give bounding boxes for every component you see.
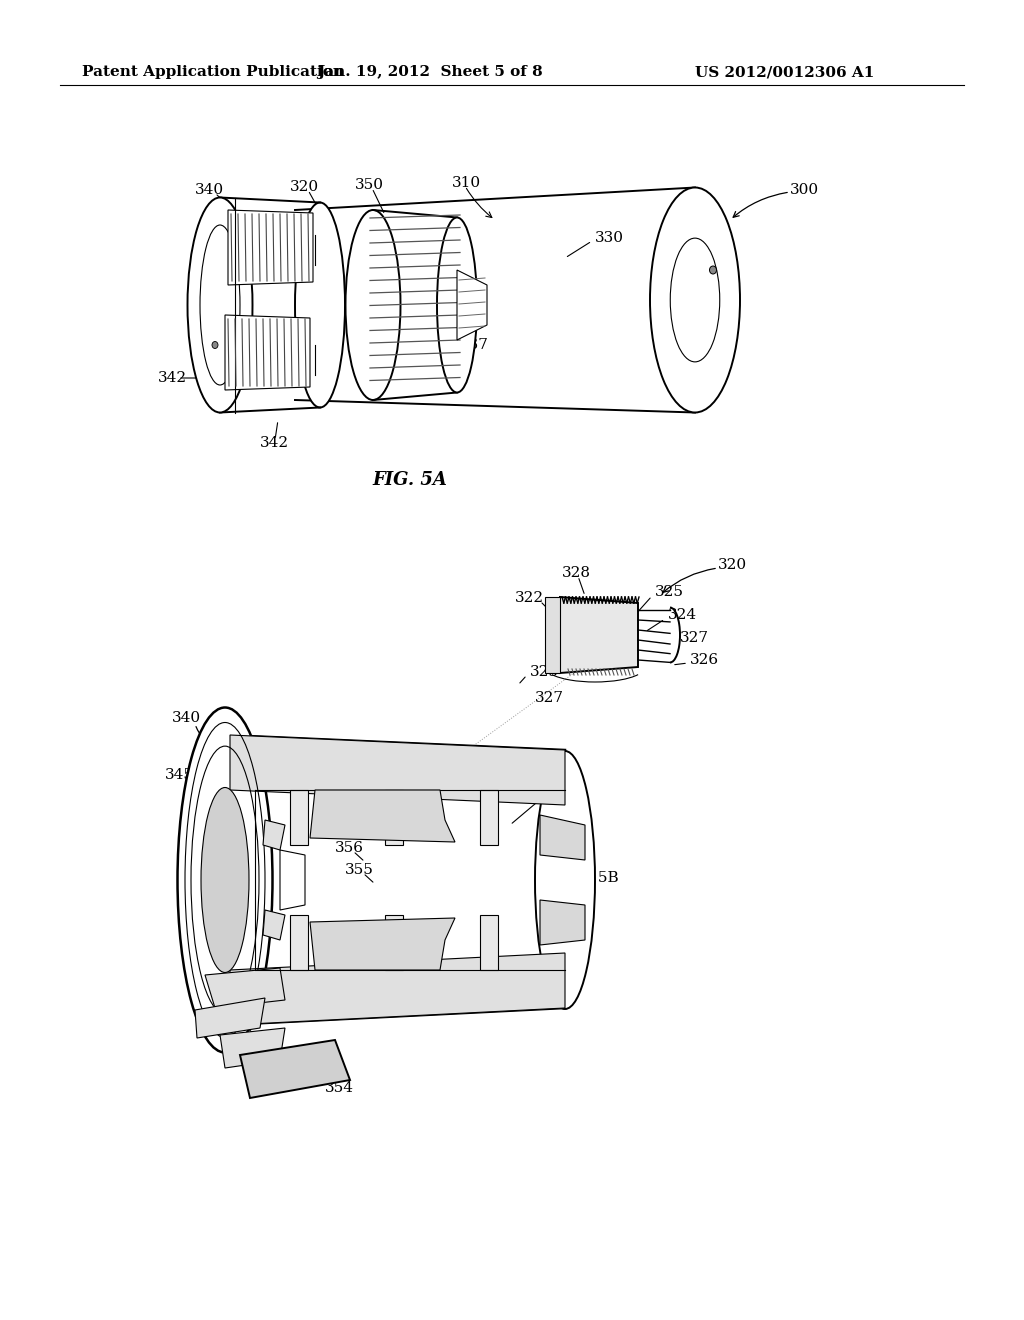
Polygon shape: [280, 850, 305, 909]
Ellipse shape: [295, 202, 345, 408]
Text: 342: 342: [260, 436, 289, 450]
Ellipse shape: [200, 224, 240, 385]
Text: 326: 326: [690, 653, 719, 667]
Polygon shape: [540, 814, 585, 861]
Polygon shape: [225, 735, 565, 1026]
Text: 342: 342: [225, 1012, 254, 1027]
Text: 350: 350: [198, 972, 227, 985]
Polygon shape: [545, 597, 560, 673]
Ellipse shape: [345, 210, 400, 400]
Text: 324: 324: [668, 609, 697, 622]
Polygon shape: [263, 820, 285, 850]
Ellipse shape: [187, 198, 253, 412]
Polygon shape: [295, 187, 695, 412]
Text: 320: 320: [718, 558, 748, 572]
Polygon shape: [228, 210, 313, 285]
Text: 355: 355: [240, 1035, 269, 1049]
Text: FIG. 5A: FIG. 5A: [373, 471, 447, 488]
Polygon shape: [230, 735, 565, 805]
Polygon shape: [310, 917, 455, 970]
Polygon shape: [290, 789, 308, 845]
Polygon shape: [560, 597, 638, 673]
Polygon shape: [310, 789, 455, 842]
Text: 310: 310: [452, 176, 481, 190]
Text: 327: 327: [535, 690, 564, 705]
Text: 340: 340: [172, 711, 201, 725]
Polygon shape: [230, 953, 565, 1026]
Text: FIG. 5B: FIG. 5B: [560, 871, 618, 884]
Polygon shape: [205, 968, 285, 1008]
Text: 322: 322: [515, 591, 544, 605]
Polygon shape: [385, 915, 403, 970]
Text: 300: 300: [790, 183, 819, 197]
Ellipse shape: [650, 187, 740, 412]
Text: 325: 325: [530, 665, 559, 678]
Text: Jan. 19, 2012  Sheet 5 of 8: Jan. 19, 2012 Sheet 5 of 8: [317, 65, 543, 79]
Text: 356: 356: [210, 993, 239, 1007]
Text: 340: 340: [195, 183, 224, 197]
Text: US 2012/0012306 A1: US 2012/0012306 A1: [695, 65, 874, 79]
Text: 356: 356: [335, 841, 364, 855]
Text: 342: 342: [545, 788, 574, 803]
Polygon shape: [457, 271, 487, 341]
Polygon shape: [240, 1040, 350, 1098]
Ellipse shape: [710, 267, 717, 275]
Text: 342: 342: [540, 853, 569, 867]
Polygon shape: [540, 900, 585, 945]
Polygon shape: [480, 915, 498, 970]
Polygon shape: [220, 1028, 285, 1068]
Polygon shape: [263, 909, 285, 940]
Ellipse shape: [177, 708, 272, 1052]
Text: Patent Application Publication: Patent Application Publication: [82, 65, 344, 79]
Ellipse shape: [535, 751, 595, 1008]
Text: 354: 354: [325, 1081, 354, 1096]
Polygon shape: [225, 315, 310, 389]
Text: 328: 328: [562, 566, 591, 579]
Text: 320: 320: [290, 180, 319, 194]
Polygon shape: [480, 789, 498, 845]
Polygon shape: [290, 915, 308, 970]
Ellipse shape: [212, 342, 218, 348]
Text: 325: 325: [655, 585, 684, 599]
Polygon shape: [385, 789, 403, 845]
Text: 355: 355: [345, 863, 374, 876]
Text: 327: 327: [680, 631, 709, 645]
Polygon shape: [195, 998, 265, 1038]
Text: 350: 350: [355, 178, 384, 191]
Ellipse shape: [201, 788, 249, 973]
Text: 352: 352: [185, 950, 214, 965]
Text: 342: 342: [520, 973, 549, 987]
Text: 345: 345: [165, 768, 194, 781]
Ellipse shape: [437, 218, 477, 392]
Text: 330: 330: [595, 231, 624, 246]
Text: 342: 342: [158, 371, 187, 385]
Text: 337: 337: [460, 338, 488, 352]
